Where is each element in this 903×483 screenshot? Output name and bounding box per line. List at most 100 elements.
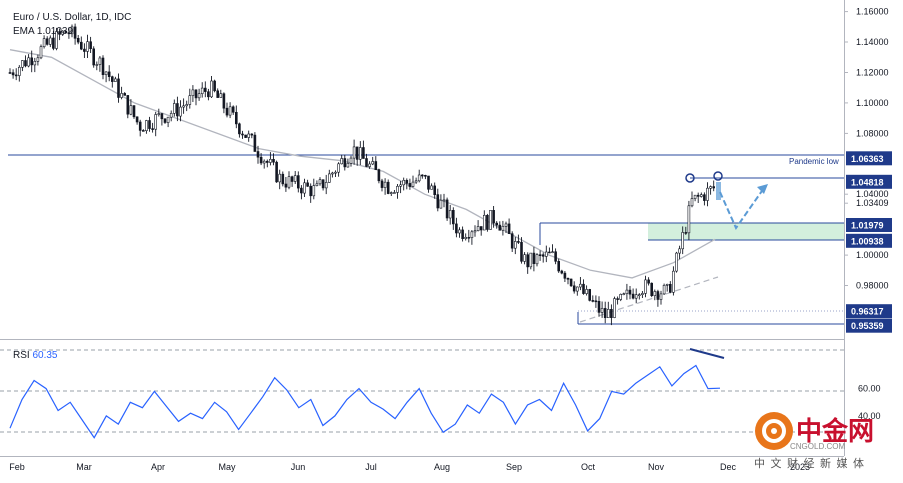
candle bbox=[306, 179, 309, 187]
candle bbox=[492, 206, 495, 228]
candle bbox=[696, 192, 700, 203]
candle bbox=[210, 76, 213, 98]
candle bbox=[619, 293, 623, 302]
candle bbox=[451, 207, 455, 230]
candle bbox=[346, 158, 350, 168]
candle bbox=[247, 130, 250, 142]
price-level-label-bg bbox=[846, 174, 892, 189]
candle bbox=[486, 213, 489, 232]
candle bbox=[464, 233, 468, 241]
candle bbox=[235, 105, 238, 129]
candle bbox=[166, 116, 170, 128]
rsi-axis-ticks: 60.00 40.00 bbox=[858, 384, 881, 421]
rsi-legend-value: 60.35 bbox=[32, 350, 58, 361]
candle bbox=[48, 35, 52, 48]
price-tick-label: 1.03409 bbox=[856, 198, 889, 208]
candle bbox=[582, 279, 585, 295]
candle bbox=[557, 258, 561, 273]
candle bbox=[659, 290, 663, 305]
candle bbox=[17, 65, 21, 82]
time-tick-label: Feb bbox=[9, 462, 25, 472]
candle bbox=[706, 182, 709, 207]
candle bbox=[498, 221, 502, 231]
candle bbox=[380, 178, 384, 192]
candle bbox=[585, 285, 588, 296]
watermark: 中金网 CNGOLD.COM 中 文 财 经 新 媒 体 bbox=[754, 411, 902, 473]
candle bbox=[334, 170, 337, 177]
candle bbox=[163, 118, 167, 124]
candle bbox=[538, 250, 542, 261]
candle bbox=[30, 50, 34, 73]
candle bbox=[117, 73, 120, 103]
candle bbox=[173, 99, 176, 117]
candles bbox=[8, 23, 716, 326]
candle bbox=[628, 286, 632, 300]
candle bbox=[272, 153, 275, 166]
candle bbox=[681, 226, 685, 255]
candle bbox=[662, 283, 666, 295]
candle bbox=[343, 154, 347, 171]
candle bbox=[14, 68, 18, 81]
candle bbox=[241, 130, 244, 139]
candle bbox=[225, 102, 229, 118]
price-level-label-text: 1.01979 bbox=[851, 221, 884, 231]
rsi-divergence-line bbox=[689, 348, 725, 359]
candle bbox=[554, 248, 557, 265]
candle bbox=[80, 36, 83, 51]
candle bbox=[430, 183, 433, 190]
time-tick-label: Aug bbox=[434, 462, 450, 472]
candle bbox=[95, 61, 99, 71]
candle bbox=[188, 88, 192, 109]
candle bbox=[420, 174, 424, 179]
candle bbox=[318, 177, 322, 186]
candle bbox=[523, 252, 526, 265]
price-level-label: 0.95359 bbox=[846, 318, 892, 333]
candle bbox=[27, 54, 30, 68]
candle bbox=[104, 71, 108, 83]
candle bbox=[182, 98, 185, 114]
candle bbox=[606, 301, 610, 318]
candle bbox=[135, 116, 139, 125]
candle bbox=[653, 289, 657, 301]
price-tick-label: 1.04000 bbox=[856, 189, 889, 199]
candle bbox=[132, 105, 136, 119]
rsi-tick-label: 60.00 bbox=[858, 384, 881, 394]
candle bbox=[548, 247, 551, 254]
price-tick-label: 0.98000 bbox=[856, 281, 889, 291]
rsi-line bbox=[9, 364, 721, 439]
candle bbox=[594, 295, 598, 308]
candle bbox=[309, 183, 313, 203]
price-tick-label: 1.08000 bbox=[856, 128, 889, 138]
candle bbox=[89, 36, 92, 53]
candle bbox=[563, 271, 567, 282]
candle bbox=[377, 168, 381, 184]
candle bbox=[138, 119, 142, 137]
candle bbox=[73, 23, 77, 45]
candle bbox=[176, 96, 179, 122]
candle bbox=[455, 217, 458, 238]
candle bbox=[448, 205, 452, 225]
candle bbox=[185, 100, 188, 112]
candle bbox=[238, 122, 241, 138]
candle bbox=[371, 156, 375, 166]
candle bbox=[98, 56, 102, 72]
candle bbox=[436, 188, 440, 212]
candle bbox=[675, 251, 678, 273]
candle bbox=[148, 116, 151, 132]
candle bbox=[120, 86, 123, 100]
candle bbox=[67, 27, 71, 39]
time-tick-label: Mar bbox=[76, 462, 92, 472]
candle bbox=[145, 119, 148, 134]
candle bbox=[408, 178, 412, 190]
time-tick-label: Apr bbox=[151, 462, 165, 472]
candle bbox=[179, 100, 182, 122]
rsi-series bbox=[9, 364, 721, 439]
rsi-tick-label: 40.00 bbox=[858, 411, 881, 421]
candle bbox=[672, 266, 675, 296]
candle bbox=[231, 105, 235, 115]
projection-box bbox=[716, 182, 721, 200]
candle bbox=[358, 141, 362, 166]
ema-legend-value: 1.01039 bbox=[36, 26, 74, 37]
candle bbox=[433, 182, 437, 199]
